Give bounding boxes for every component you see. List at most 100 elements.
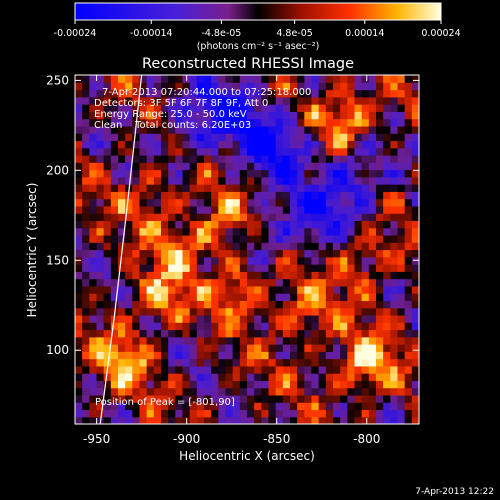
heatmap-cell: [225, 351, 234, 360]
heatmap-cell: [390, 82, 399, 91]
heatmap-cell: [168, 373, 176, 381]
heatmap-cell: [118, 394, 126, 403]
heatmap-cell: [275, 409, 284, 418]
heatmap-cell: [275, 271, 284, 280]
heatmap-cell: [218, 162, 227, 171]
heatmap-cell: [304, 271, 313, 280]
heatmap-cell: [182, 394, 191, 403]
heatmap-cell: [390, 125, 399, 134]
heatmap-cell: [361, 133, 370, 142]
heatmap-cell: [297, 329, 305, 338]
heatmap-cell: [297, 358, 305, 367]
heatmap-cell: [318, 133, 327, 142]
heatmap-cell: [325, 322, 334, 331]
heatmap-cell: [347, 75, 356, 83]
heatmap-cell: [89, 176, 98, 185]
heatmap-cell: [311, 82, 320, 91]
x-tick-label: -950: [83, 432, 110, 446]
heatmap-cell: [347, 140, 356, 149]
heatmap-cell: [211, 133, 219, 142]
heatmap-cell: [196, 191, 205, 200]
heatmap-cell: [239, 293, 248, 301]
heatmap-cell: [297, 104, 305, 112]
heatmap-cell: [161, 169, 169, 178]
heatmap-cell: [304, 205, 313, 214]
heatmap-cell: [218, 104, 227, 112]
heatmap-cell: [211, 96, 219, 105]
x-tick-label: -900: [173, 432, 200, 446]
heatmap-cell: [290, 75, 298, 83]
heatmap-cell: [397, 242, 406, 251]
heatmap-cell: [275, 285, 284, 294]
heatmap-cell: [168, 191, 176, 200]
heatmap-cell: [139, 344, 148, 352]
heatmap-cell: [325, 278, 334, 287]
heatmap-cell: [254, 242, 262, 251]
heatmap-cell: [189, 162, 198, 171]
heatmap-cell: [75, 191, 83, 200]
heatmap-cell: [368, 344, 377, 352]
heatmap-cell: [75, 271, 83, 280]
footer-timestamp: 7-Apr-2013 12:22: [415, 487, 494, 497]
heatmap-cell: [354, 256, 363, 265]
heatmap-cell: [297, 322, 305, 331]
heatmap-cell: [125, 191, 133, 200]
heatmap-cell: [196, 234, 205, 243]
heatmap-cell: [211, 336, 219, 345]
heatmap-cell: [153, 220, 162, 229]
heatmap-cell: [139, 271, 148, 280]
heatmap-cell: [168, 154, 176, 163]
heatmap-cell: [225, 154, 234, 163]
heatmap-cell: [204, 104, 212, 112]
heatmap-cell: [275, 249, 284, 258]
heatmap-cell: [96, 118, 105, 127]
heatmap-cell: [282, 220, 291, 229]
heatmap-cell: [311, 234, 320, 243]
heatmap-cell: [168, 198, 176, 207]
heatmap-cell: [139, 227, 148, 236]
heatmap-cell: [196, 82, 205, 91]
heatmap-cell: [82, 198, 90, 207]
heatmap-cell: [268, 191, 277, 200]
heatmap-cell: [204, 409, 212, 418]
heatmap-cell: [383, 234, 391, 243]
heatmap-cell: [247, 133, 255, 142]
heatmap-cell: [340, 416, 348, 424]
heatmap-cell: [103, 373, 112, 381]
heatmap-cell: [204, 387, 212, 396]
heatmap-cell: [340, 75, 348, 83]
heatmap-cell: [218, 184, 227, 192]
heatmap-cell: [361, 344, 370, 352]
heatmap-cell: [132, 213, 141, 222]
heatmap-cell: [110, 154, 119, 163]
heatmap-cell: [247, 147, 255, 156]
heatmap-cell: [268, 285, 277, 294]
heatmap-cell: [275, 125, 284, 134]
heatmap-cell: [139, 278, 148, 287]
y-tick-label: 250: [46, 73, 69, 87]
heatmap-cell: [333, 358, 341, 367]
heatmap-cell: [204, 242, 212, 251]
heatmap-cell: [132, 380, 141, 389]
heatmap-cell: [196, 213, 205, 222]
heatmap-cell: [139, 409, 148, 418]
heatmap-cell: [132, 322, 141, 331]
heatmap-cell: [225, 227, 234, 236]
heatmap-cell: [261, 373, 270, 381]
heatmap-cell: [204, 213, 212, 222]
heatmap-cell: [397, 271, 406, 280]
heatmap-cell: [225, 140, 234, 149]
heatmap-cell: [354, 409, 363, 418]
heatmap-cell: [254, 293, 262, 301]
heatmap-cell: [175, 344, 184, 352]
heatmap-cell: [318, 293, 327, 301]
heatmap-cell: [254, 162, 262, 171]
heatmap-cell: [254, 300, 262, 309]
heatmap-cell: [290, 162, 298, 171]
heatmap-cell: [82, 242, 90, 251]
heatmap-cell: [218, 271, 227, 280]
heatmap-cell: [404, 409, 413, 418]
heatmap-cell: [182, 264, 191, 272]
heatmap-cell: [411, 169, 419, 178]
heatmap-cell: [175, 154, 184, 163]
